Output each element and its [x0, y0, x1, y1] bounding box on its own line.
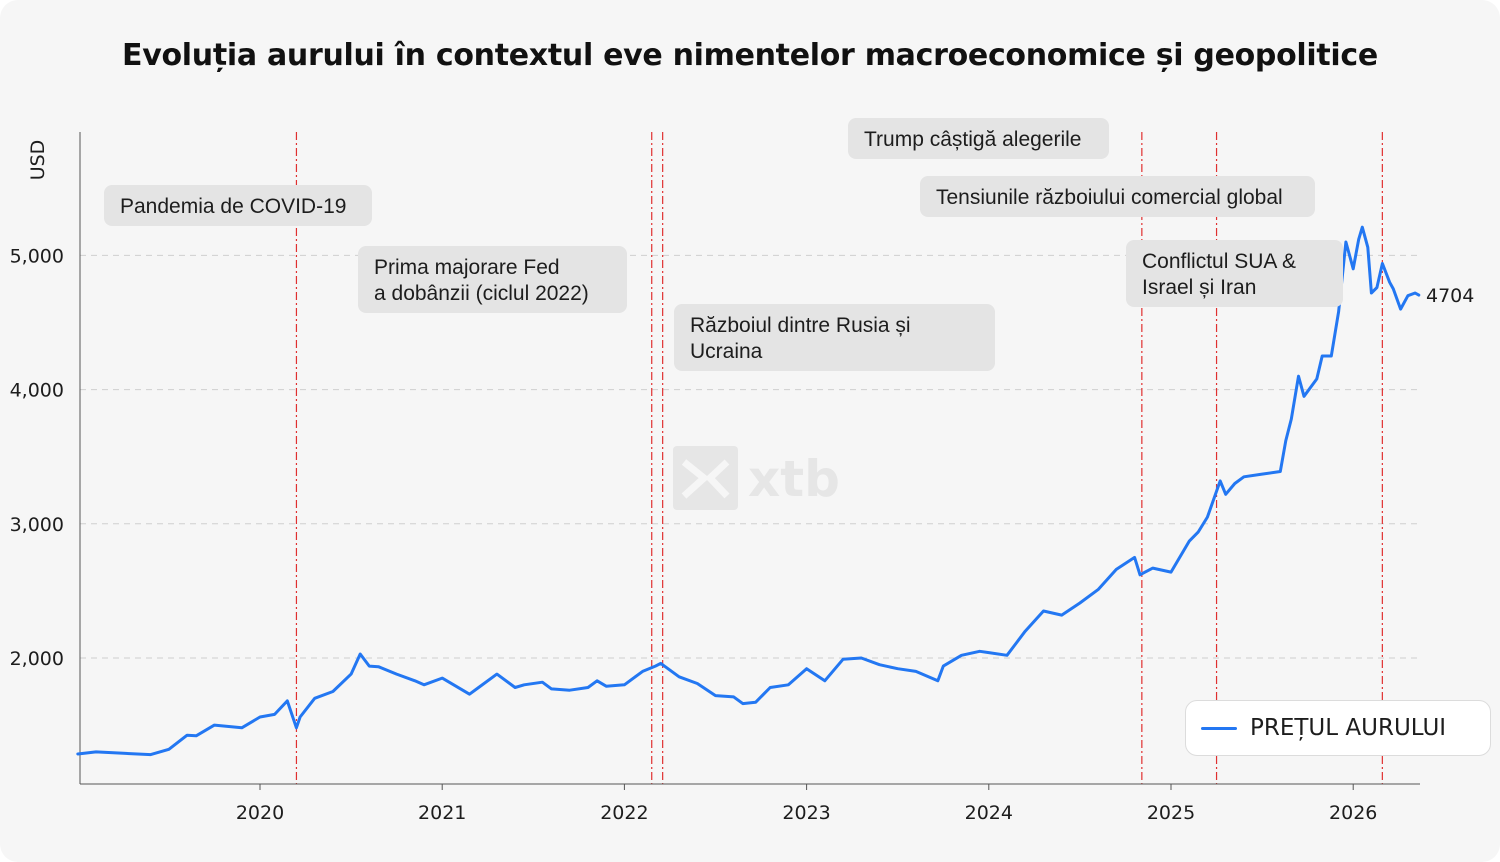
annotation-3: Războiul dintre Rusia și Ucraina	[674, 304, 995, 371]
annotation-box	[848, 118, 1109, 159]
x-tick-label: 2023	[782, 802, 830, 824]
x-tick-label: 2022	[600, 802, 648, 824]
x-tick-label: 2026	[1329, 802, 1377, 824]
annotation-5: Tensiunile războiului comercial global	[920, 176, 1315, 217]
x-tick-label: 2025	[1147, 802, 1195, 824]
annotation-box	[104, 185, 372, 226]
annotation-box	[674, 304, 995, 371]
annotation-6: Conflictul SUA & Israel și Iran	[1126, 240, 1343, 307]
annotations: Pandemia de COVID-19 Prima majorare Fed a …	[104, 118, 1343, 371]
chart-legend: PREȚUL AURULUI	[1185, 700, 1491, 756]
annotation-text: Pandemia de COVID-19	[120, 195, 346, 218]
axes: 2,000 3,000 4,000 5,000 2020 2021 2022 2023 2024…	[10, 132, 1474, 824]
annotation-text: a dobânzii (ciclul 2022)	[374, 282, 589, 305]
legend-line-swatch	[1201, 727, 1237, 730]
annotation-text: Tensiunile războiului comercial global	[936, 186, 1283, 209]
annotation-text: Trump câștigă alegerile	[864, 128, 1082, 151]
annotation-text: Israel și Iran	[1142, 276, 1256, 299]
annotation-box	[358, 246, 627, 313]
xtb-watermark: xtb	[673, 446, 840, 510]
y-tick-label: 5,000	[10, 245, 64, 267]
annotation-text: Conflictul SUA &	[1142, 250, 1296, 273]
x-tick-label: 2024	[965, 802, 1013, 824]
xtb-logo-mark	[681, 459, 730, 499]
x-tick-label: 2020	[236, 802, 284, 824]
y-tick-label: 4,000	[10, 380, 64, 402]
annotation-text: Prima majorare Fed	[374, 256, 560, 279]
annotation-text: Ucraina	[690, 340, 763, 363]
y-tick-label: 3,000	[10, 514, 64, 536]
annotation-box	[1126, 240, 1343, 307]
annotation-2: Prima majorare Fed a dobânzii (ciclul 202…	[358, 246, 627, 313]
annotation-4: Trump câștigă alegerile	[848, 118, 1109, 159]
y-tick-label: 2,000	[10, 648, 64, 670]
annotation-1: Pandemia de COVID-19	[104, 185, 372, 226]
legend-label: PREȚUL AURULUI	[1250, 715, 1447, 741]
annotation-box	[920, 176, 1315, 217]
y-axis-label: USD	[27, 140, 49, 181]
chart-title: Evoluția aurului în contextul eve niment…	[122, 38, 1378, 73]
watermark-text: xtb	[748, 450, 840, 508]
last-value-label: 4704	[1426, 285, 1474, 307]
series-layer	[76, 225, 1421, 757]
x-tick-label: 2021	[418, 802, 466, 824]
annotation-text: Războiul dintre Rusia și	[690, 314, 911, 337]
